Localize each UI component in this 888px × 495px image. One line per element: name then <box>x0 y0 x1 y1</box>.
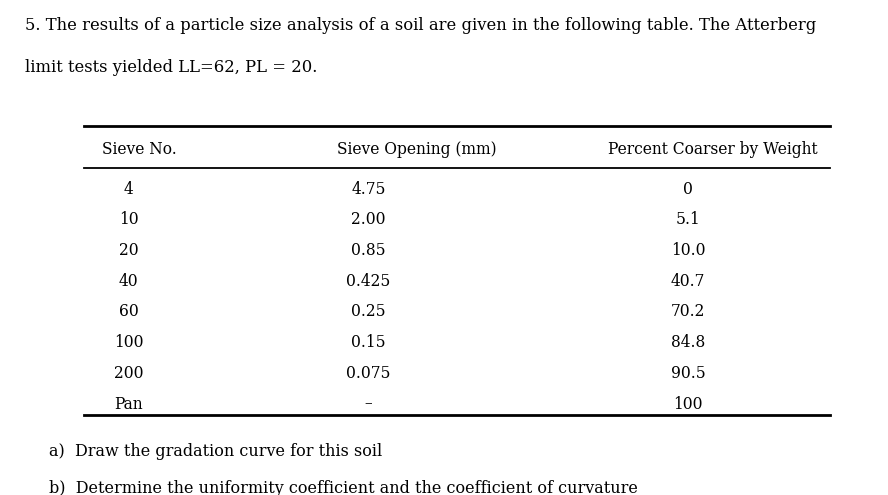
Text: Sieve No.: Sieve No. <box>102 141 177 158</box>
Text: a)  Draw the gradation curve for this soil: a) Draw the gradation curve for this soi… <box>49 443 382 459</box>
Text: 0.075: 0.075 <box>346 365 391 382</box>
Text: 90.5: 90.5 <box>670 365 706 382</box>
Text: 40.7: 40.7 <box>671 273 705 290</box>
Text: 200: 200 <box>114 365 144 382</box>
Text: 5. The results of a particle size analysis of a soil are given in the following : 5. The results of a particle size analys… <box>25 17 816 34</box>
Text: 0.15: 0.15 <box>352 334 385 351</box>
Text: b)  Determine the uniformity coefficient and the coefficient of curvature: b) Determine the uniformity coefficient … <box>49 480 638 495</box>
Text: 5.1: 5.1 <box>676 211 701 228</box>
Text: 0.25: 0.25 <box>352 303 385 320</box>
Text: 10: 10 <box>119 211 139 228</box>
Text: 84.8: 84.8 <box>671 334 705 351</box>
Text: 100: 100 <box>114 334 144 351</box>
Text: 4: 4 <box>124 181 133 198</box>
Text: Sieve Opening (mm): Sieve Opening (mm) <box>337 141 497 158</box>
Text: 100: 100 <box>673 396 703 412</box>
Text: 70.2: 70.2 <box>671 303 705 320</box>
Text: 60: 60 <box>119 303 139 320</box>
Text: 2.00: 2.00 <box>352 211 385 228</box>
Text: limit tests yielded LL=62, PL = 20.: limit tests yielded LL=62, PL = 20. <box>25 59 317 76</box>
Text: 10.0: 10.0 <box>671 242 705 259</box>
Text: 0.85: 0.85 <box>352 242 385 259</box>
Text: 40: 40 <box>119 273 139 290</box>
Text: 0.425: 0.425 <box>346 273 391 290</box>
Text: 20: 20 <box>119 242 139 259</box>
Text: 4.75: 4.75 <box>352 181 385 198</box>
Text: 0: 0 <box>683 181 694 198</box>
Text: Percent Coarser by Weight: Percent Coarser by Weight <box>608 141 818 158</box>
Text: Pan: Pan <box>115 396 143 412</box>
Text: –: – <box>365 396 372 412</box>
